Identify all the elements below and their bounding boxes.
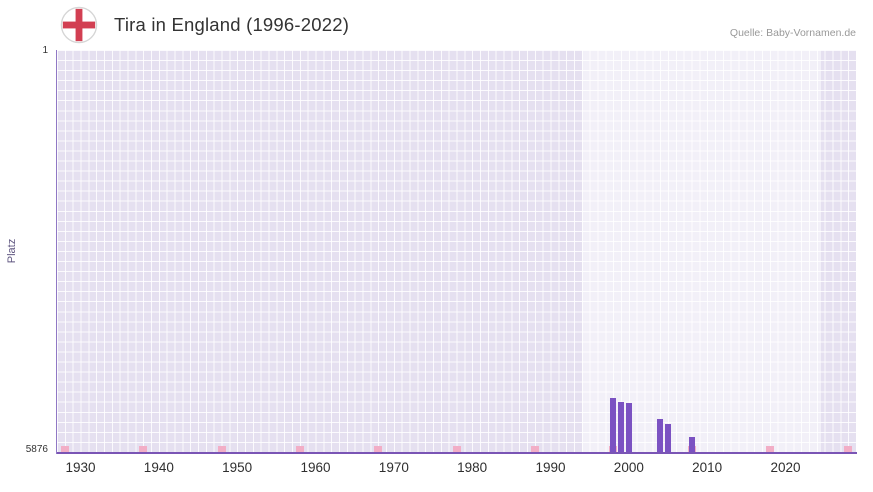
y-axis-line xyxy=(56,50,57,454)
x-tick-label-2010: 2010 xyxy=(692,460,723,475)
y-axis-tick-top: 1 xyxy=(42,45,48,56)
x-tick-label-1930: 1930 xyxy=(65,460,96,475)
x-tick-label-1960: 1960 xyxy=(300,460,331,475)
y-axis-tick-bottom: 5876 xyxy=(25,444,48,455)
page-title: Tira in England (1996-2022) xyxy=(114,14,350,35)
decade-marker xyxy=(765,446,774,452)
x-tick-label-2020: 2020 xyxy=(770,460,801,475)
rank-bar-1998[interactable] xyxy=(610,397,617,452)
active-period-band xyxy=(581,50,821,452)
rank-bar-1999[interactable] xyxy=(618,402,624,452)
decade-marker xyxy=(139,446,148,452)
decade-marker xyxy=(217,446,226,452)
x-axis-labels: 1930 1940 1950 1960 1970 1980 1990 2000 2010 2020 xyxy=(57,460,856,478)
y-axis-title: Platz xyxy=(6,238,18,264)
x-tick-label-1990: 1990 xyxy=(535,460,566,475)
source-credit: Quelle: Baby-Vornamen.de xyxy=(729,27,856,39)
rank-bar-2004[interactable] xyxy=(657,419,664,452)
rank-bar-2005[interactable] xyxy=(665,423,671,452)
england-flag-icon xyxy=(60,6,98,44)
decade-marker xyxy=(530,446,539,452)
x-tick-label-1980: 1980 xyxy=(457,460,488,475)
decade-marker xyxy=(374,446,383,452)
x-tick-label-2000: 2000 xyxy=(613,460,644,475)
decade-marker xyxy=(844,446,853,452)
rank-bar-2000[interactable] xyxy=(625,403,632,452)
x-tick-label-1940: 1940 xyxy=(143,460,174,475)
x-axis-line xyxy=(57,452,857,454)
x-tick-label-1970: 1970 xyxy=(378,460,409,475)
rank-bar-2008[interactable] xyxy=(688,437,695,452)
x-tick-label-1950: 1950 xyxy=(222,460,253,475)
plot-area xyxy=(57,50,856,452)
decade-marker xyxy=(295,446,304,452)
decade-marker xyxy=(60,446,69,452)
decade-marker xyxy=(452,446,461,452)
